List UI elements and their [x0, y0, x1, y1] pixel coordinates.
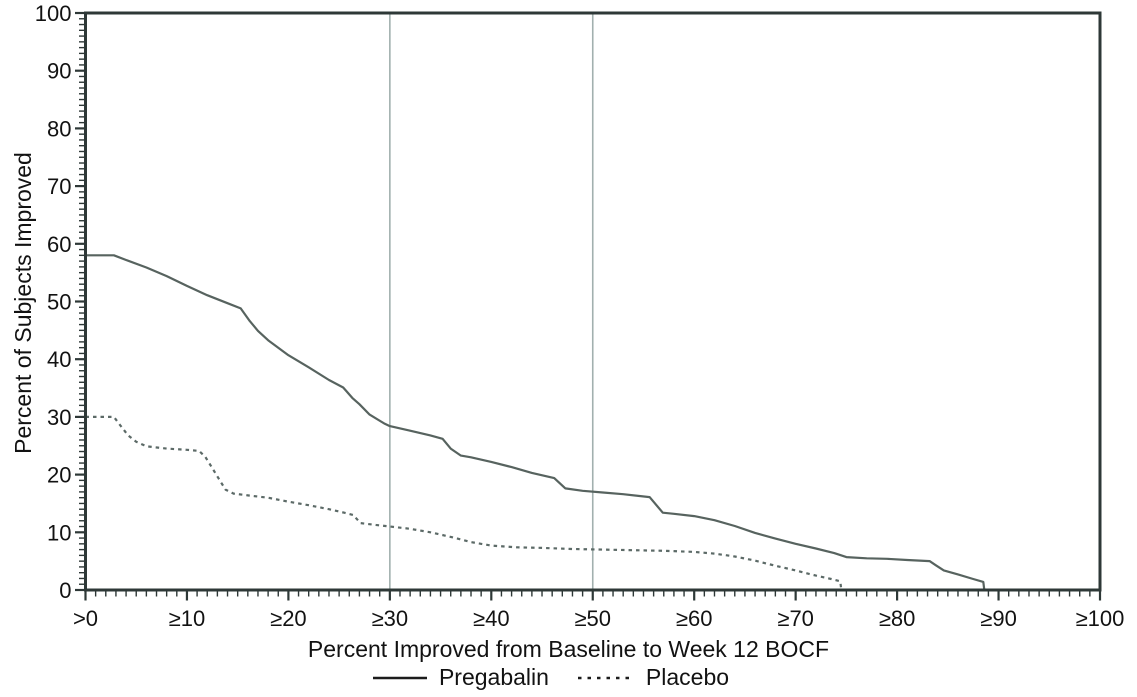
- legend-label-placebo: Placebo: [645, 664, 730, 690]
- y-axis-title: Percent of Subjects Improved: [10, 152, 36, 454]
- pregabalin-line: [85, 254, 986, 591]
- x-tick-label: ≥90: [980, 606, 1017, 631]
- x-tick-label: ≥70: [777, 606, 814, 631]
- x-tick-label: ≥60: [676, 606, 713, 631]
- legend-label-pregabalin: Pregabalin: [438, 664, 549, 690]
- x-tick-label: ≥100: [1076, 606, 1125, 631]
- dotted-line-swatch-icon: [577, 676, 634, 679]
- plot-frame: [84, 11, 1102, 592]
- y-tick-label: 70: [47, 174, 71, 199]
- x-axis-title: Percent Improved from Baseline to Week 1…: [307, 636, 830, 662]
- legend: Pregabalin Placebo: [0, 664, 1119, 691]
- y-tick-label: 100: [35, 1, 72, 26]
- x-tick-label: ≥30: [372, 606, 409, 631]
- y-tick-label: 30: [47, 405, 71, 430]
- y-tick-label: 40: [47, 347, 71, 372]
- y-tick-label: 20: [47, 463, 71, 488]
- legend-entry-pregabalin: Pregabalin: [372, 664, 549, 691]
- y-tick-label: 90: [47, 59, 71, 84]
- x-tick-label: ≥80: [879, 606, 916, 631]
- placebo-line: [85, 415, 843, 591]
- x-tick-label: ≥20: [270, 606, 307, 631]
- y-tick-label: 80: [47, 116, 71, 141]
- x-tick-label: ≥10: [169, 606, 206, 631]
- legend-entry-placebo: Placebo: [577, 664, 729, 691]
- y-tick-label: 60: [47, 232, 71, 257]
- y-tick-label: 10: [47, 520, 71, 545]
- solid-line-swatch-icon: [372, 676, 427, 679]
- y-tick-label: 0: [59, 578, 71, 603]
- x-tick-label: >0: [73, 606, 98, 631]
- x-tick-label: ≥50: [574, 606, 611, 631]
- y-tick-label: 50: [47, 290, 71, 315]
- x-tick-label: ≥40: [473, 606, 510, 631]
